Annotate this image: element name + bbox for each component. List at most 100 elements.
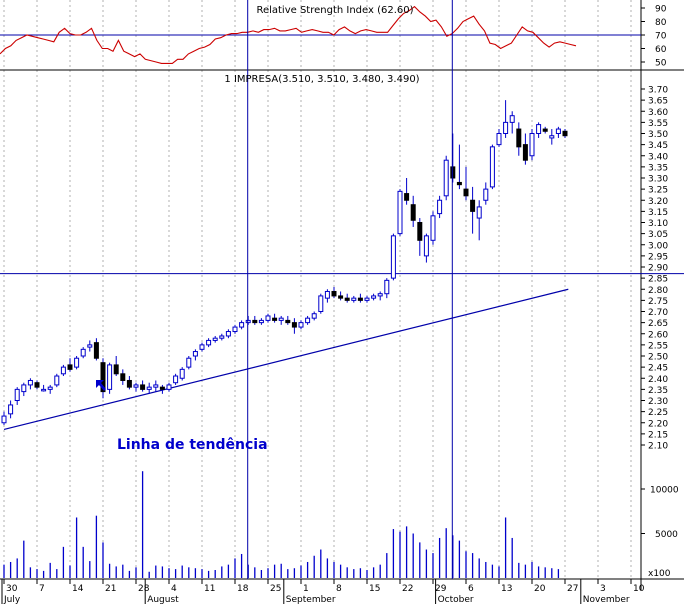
price-tick-label: 2.15: [648, 430, 668, 440]
candle-body: [298, 322, 304, 328]
price-tick-label: 3.10: [648, 219, 668, 229]
candle-body: [186, 357, 192, 368]
candle-body: [437, 199, 443, 215]
price-tick-label: 3.40: [648, 152, 668, 162]
candle-body: [146, 386, 152, 390]
price-tick-label: 3.00: [648, 241, 668, 251]
annotation-arrow-icon: [96, 380, 106, 391]
candle-body: [390, 235, 396, 279]
candle-body: [87, 344, 93, 348]
candle-body: [410, 204, 416, 221]
rsi-tick-label: 90: [655, 5, 667, 15]
price-tick-label: 3.15: [648, 208, 668, 218]
candle-body: [364, 297, 370, 301]
candle-body: [522, 144, 528, 161]
candle-body: [318, 295, 324, 312]
x-tick-label: 6: [468, 584, 474, 594]
candle-body: [199, 344, 205, 350]
price-tick-label: 3.45: [648, 141, 668, 151]
x-tick-label: 30: [6, 584, 18, 594]
candle-body: [509, 115, 515, 123]
candle-body: [542, 128, 548, 132]
candle-body: [107, 364, 113, 390]
x-tick-label: 14: [72, 584, 84, 594]
price-tick-label: 3.55: [648, 119, 668, 129]
candle-body: [536, 124, 542, 134]
candle-body: [54, 375, 60, 386]
candle-body: [384, 279, 390, 295]
candle-body: [212, 337, 218, 341]
candle-body: [562, 130, 568, 137]
candle-body: [397, 190, 403, 235]
x-tick-label: 21: [105, 584, 116, 594]
candle-body: [100, 362, 106, 393]
price-tick-label: 3.25: [648, 186, 668, 196]
candle-body: [47, 386, 53, 390]
x-tick-label: 27: [567, 584, 578, 594]
candle-body: [476, 206, 482, 219]
candle-body: [126, 379, 132, 388]
candle-body: [133, 384, 139, 388]
candle-body: [1, 415, 7, 424]
price-tick-label: 3.50: [648, 130, 668, 140]
candle-body: [272, 317, 278, 321]
price-panel: 2.10 2.152.202.252.302.352.402.452.50 2.55…: [0, 86, 684, 452]
candle-body: [27, 379, 33, 386]
x-tick-label: 1: [303, 584, 309, 594]
x-tick-label: 28: [138, 584, 150, 594]
candle-body: [503, 121, 509, 134]
candle-body: [463, 188, 469, 197]
price-tick-label: 2.25: [648, 408, 668, 418]
x-tick-label: 20: [534, 584, 546, 594]
candle-body: [338, 295, 344, 299]
volume-tick-label: 5000: [655, 530, 678, 540]
candle-body: [34, 382, 40, 388]
price-tick-label: 2.50: [648, 353, 668, 363]
price-tick-label: 3.70: [648, 86, 668, 96]
candle-body: [74, 357, 80, 368]
candle-body: [377, 293, 383, 297]
price-tick-label: 2.55: [648, 341, 668, 351]
candle-body: [371, 295, 377, 299]
candle-body: [305, 317, 311, 324]
candle-body: [258, 319, 264, 324]
x-tick-label: 11: [204, 584, 215, 594]
month-label: September: [286, 595, 336, 604]
candle-body: [192, 351, 198, 357]
candle-body: [41, 388, 47, 392]
candle-body: [179, 368, 185, 379]
candle-body: [239, 322, 245, 328]
month-label: October: [438, 595, 474, 604]
candle-body: [153, 384, 159, 388]
candle-body: [351, 297, 357, 301]
rsi-title: Relative Strength Index (62.60): [256, 5, 413, 16]
price-tick-label: 3.20: [648, 197, 668, 207]
price-tick-label: 2.75: [648, 297, 668, 307]
candle-body: [265, 315, 271, 321]
x-tick-label: 13: [501, 584, 512, 594]
candle-body: [285, 319, 291, 324]
price-tick-label: 2.60: [648, 330, 668, 340]
price-tick-label: 3.35: [648, 163, 668, 173]
price-title: 1 IMPRESA(3.510, 3.510, 3.480, 3.490): [224, 74, 419, 85]
candle-body: [555, 128, 561, 135]
x-tick-label: 25: [270, 584, 281, 594]
candle-body: [357, 297, 363, 301]
trend-line: [3, 288, 569, 431]
price-tick-label: 2.80: [648, 286, 668, 296]
x-tick-label: 22: [402, 584, 413, 594]
price-tick-label: 2.95: [648, 252, 668, 262]
candle-body: [404, 193, 410, 201]
x-tick-label: 8: [336, 584, 342, 594]
candle-body: [140, 384, 146, 390]
x-tick-label: 3: [600, 584, 606, 594]
price-tick-label: 2.65: [648, 319, 668, 329]
price-tick-label: 2.45: [648, 364, 668, 374]
candle-body: [456, 181, 462, 186]
price-tick-label: 2.70: [648, 308, 668, 318]
price-tick-label: 3.05: [648, 230, 668, 240]
panel-frames: [0, 0, 684, 590]
candle-body: [311, 313, 317, 319]
